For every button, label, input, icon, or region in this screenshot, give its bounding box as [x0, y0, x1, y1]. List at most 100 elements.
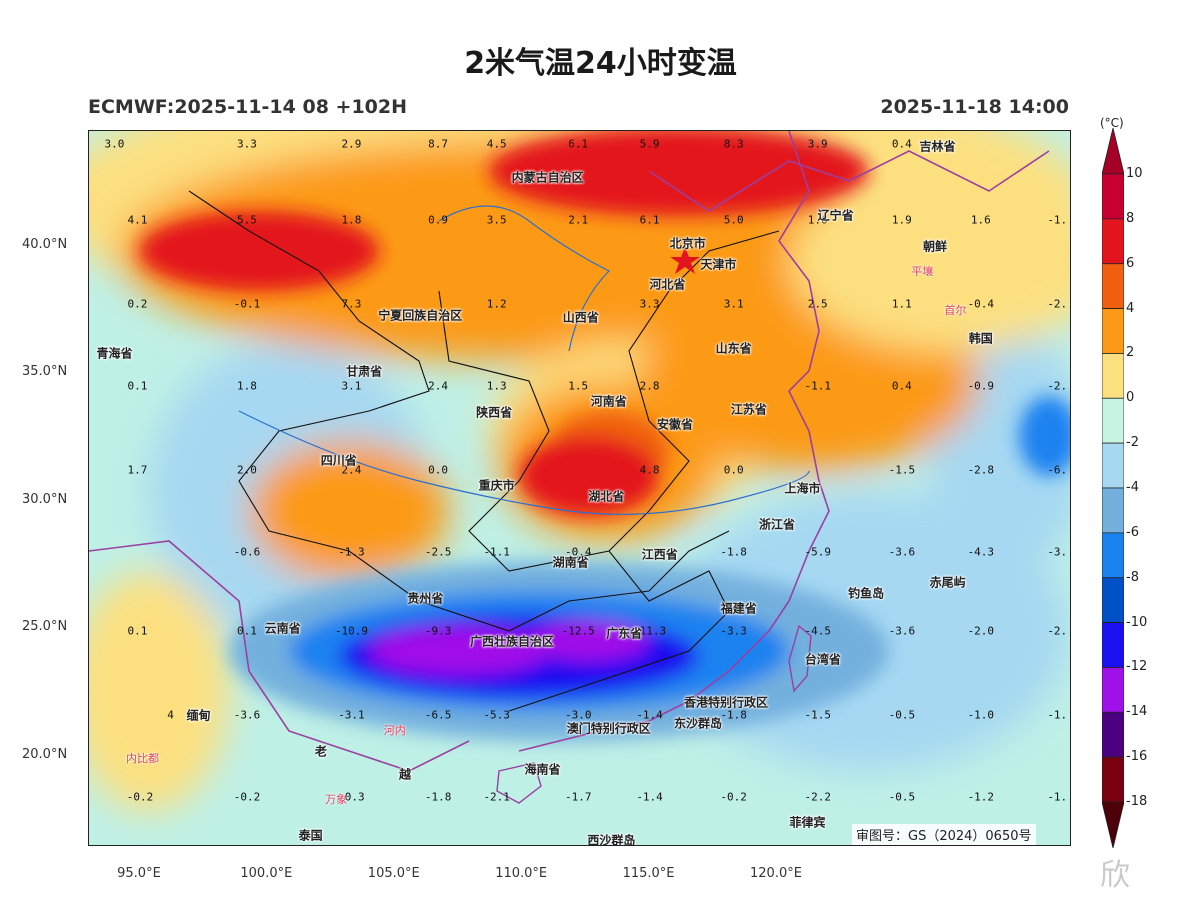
region-label: 安徽省	[657, 417, 694, 432]
region-label: 浙江省	[758, 517, 795, 532]
grid-value: 4.8	[639, 463, 660, 477]
grid-value: -1.8	[720, 545, 747, 559]
colorbar-level-label: -18	[1126, 794, 1148, 809]
grid-value: 1.8	[341, 213, 362, 227]
grid-value: 1.5	[568, 379, 589, 393]
yellow-river	[438, 205, 611, 352]
region-label: 台湾省	[804, 652, 841, 667]
colorbar-block	[1102, 487, 1124, 534]
region-label: 越	[398, 767, 411, 782]
grid-value: -4.5	[804, 624, 831, 638]
grid-value: 2.4	[341, 463, 362, 477]
city-label: 平壤	[911, 265, 934, 279]
latitude-tick-label: 25.0°N	[22, 619, 68, 635]
cold-core-purple-east	[529, 621, 649, 661]
longitude-tick-label: 105.0°E	[367, 866, 420, 881]
grid-value: -2.8	[967, 463, 995, 477]
temperature-change-map[interactable]: 3.0 3.3 2.9 8.7 4.5 6.1 5.9 8.3 3.9 0.4 4.1 5.5 1.8 0…	[88, 130, 1071, 846]
region-label: 赤尾屿	[929, 575, 966, 590]
hot-core-hubei	[519, 436, 659, 516]
grid-value: -0.4	[564, 545, 592, 559]
grid-value: -6.5	[424, 708, 452, 722]
colorbar-block	[1102, 667, 1124, 713]
grid-value: -0.2	[233, 790, 261, 804]
region-label: 钓鱼岛	[848, 586, 885, 601]
province-borders-west	[188, 190, 730, 632]
border-southwest	[89, 540, 470, 772]
colorbar-level-label: -10	[1126, 614, 1148, 630]
grid-value: -3.1	[338, 708, 365, 722]
grid-value: 4.5	[486, 137, 507, 151]
valid-time: 2025-11-18 14:00	[880, 96, 1069, 118]
yangtze-river	[238, 410, 810, 515]
grid-value: -1.1	[804, 379, 831, 393]
map-canvas	[89, 131, 1070, 845]
grid-value: -0.5	[888, 790, 916, 804]
grid-value: 1.7	[127, 463, 148, 477]
region-label: 广东省	[606, 626, 643, 641]
grid-value: -1.	[1047, 708, 1068, 722]
grid-value: 1.9	[891, 213, 912, 227]
grid-value: 6.1	[639, 213, 660, 227]
colorbar-level-label: -14	[1126, 704, 1148, 720]
grid-value: -0.5	[888, 708, 916, 722]
grid-value: 0.0	[428, 463, 449, 477]
grid-value: -1.5	[888, 463, 916, 477]
longitude-tick-label: 95.0°E	[117, 866, 161, 881]
region-label: 香港特别行政区	[683, 695, 769, 710]
colorbar-level-label: 2	[1126, 345, 1135, 361]
cold-core-east-sea	[1019, 396, 1070, 476]
grid-value: -2.	[1047, 624, 1068, 638]
region-label: 江苏省	[730, 402, 767, 417]
grid-value: 2.5	[807, 297, 828, 311]
grid-value: -9.3	[424, 624, 452, 638]
region-label: 青海省	[96, 346, 133, 361]
grid-value: 0.1	[127, 624, 148, 638]
colorbar-level-label: -12	[1126, 659, 1148, 675]
taiwan-outline	[788, 624, 812, 693]
region-label: 上海市	[784, 481, 821, 496]
colorbar-block	[1102, 622, 1124, 668]
latitude-tick-label: 40.0°N	[22, 236, 68, 252]
grid-value: -3.0	[564, 708, 592, 722]
beijing-star-icon	[670, 247, 700, 274]
colorbar-block	[1102, 308, 1124, 354]
grid-value: -4.3	[967, 545, 995, 559]
grid-value: 2.9	[341, 137, 362, 151]
region-label: 宁夏回族自治区	[378, 308, 463, 323]
region-label: 菲律宾	[789, 815, 826, 830]
colorbar-block	[1102, 397, 1124, 444]
grid-value: -0.2	[720, 790, 747, 804]
region-label: 天津市	[700, 257, 737, 272]
grid-value: 8.3	[723, 137, 744, 151]
grid-value: -1.0	[967, 708, 995, 722]
region-label: 广西壮族自治区	[469, 634, 554, 649]
grid-value: -0.9	[967, 379, 995, 393]
warm-field-myanmar	[89, 571, 229, 811]
colorbar-block	[1102, 263, 1124, 309]
grid-value: -3.6	[888, 624, 916, 638]
grid-value: 2.0	[237, 463, 257, 477]
region-label: 北京市	[669, 236, 706, 251]
grid-value: -1.	[1047, 213, 1068, 227]
colorbar-block	[1102, 442, 1124, 489]
latitude-tick-label: 35.0°N	[22, 364, 68, 380]
grid-value: 0.4	[891, 379, 912, 393]
grid-value: 0.1	[237, 624, 257, 638]
grid-value: 0.4	[891, 137, 912, 151]
grid-value: -1.	[1047, 790, 1068, 804]
grid-value: -1.1	[483, 545, 510, 559]
grid-value: 0.2	[127, 297, 148, 311]
province-borders-south	[508, 550, 730, 712]
grid-value: -5.3	[483, 708, 510, 722]
grid-value: -1.3	[338, 545, 365, 559]
region-label: 东沙群岛	[673, 716, 722, 731]
grid-value: 0.0	[723, 463, 744, 477]
longitude-tick-label: 110.0°E	[495, 866, 548, 881]
region-label: 山西省	[562, 310, 599, 325]
grid-value: -3.	[1047, 545, 1068, 559]
grid-value: 6.1	[568, 137, 589, 151]
region-label: 内蒙古自治区	[511, 170, 584, 185]
grid-value: 2.8	[639, 379, 660, 393]
grid-value: -0.6	[233, 545, 261, 559]
